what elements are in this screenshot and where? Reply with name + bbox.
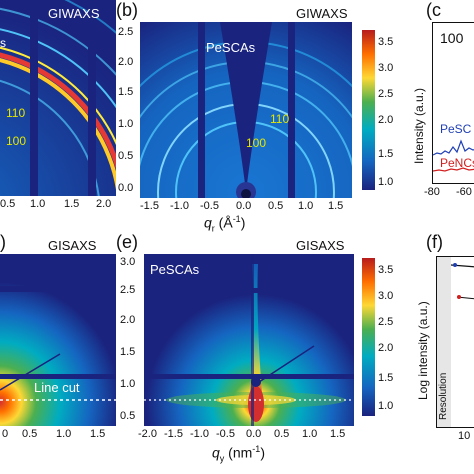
panel-e-xtick: -1.0 [190, 428, 209, 440]
panel-b-ytick: 0.0 [118, 182, 134, 194]
panel-d-xtick: 1.0 [56, 428, 72, 440]
panel-a-sample-label: s [0, 36, 6, 50]
panel-e-ytick: 2.5 [120, 284, 136, 296]
panel-c-letter: (c [426, 0, 441, 20]
panel-b-colorbar-tick: 3.0 [378, 62, 394, 74]
panel-b-xtick: 1.5 [328, 200, 344, 212]
panel-e-xlabel-unit: (nm [224, 444, 253, 461]
panel-d-line-cut-label: Line cut [34, 380, 80, 395]
panel-e-colorbar-tick: 3.0 [378, 290, 394, 302]
panel-b-xlabel-symbol: q [204, 214, 212, 231]
panel-b-ytick: 2.0 [118, 56, 134, 68]
panel-b-ytick: 1.5 [118, 86, 134, 98]
panel-b-xlabel-sub: r [211, 223, 215, 234]
panel-d-letter: ) [0, 232, 6, 252]
panel-e-xlabel-end: ) [260, 444, 265, 461]
panel-b-xlabel-end: ) [240, 214, 246, 231]
panel-a-scattering-image [0, 0, 116, 196]
panel-b-xlabel: qr (Å-1) [204, 214, 245, 233]
panel-a-xtick: 1.5 [64, 198, 80, 210]
panel-e-xtick: -0.5 [216, 428, 235, 440]
panel-f-ylabel: Log intensity (a.u.) [416, 301, 430, 400]
panel-b-xtick: 0.5 [268, 200, 284, 212]
panel-f-letter: (f) [426, 232, 443, 252]
panel-a-ring-100-label: 100 [6, 134, 27, 148]
panel-b-ytick: 2.5 [118, 26, 134, 38]
panel-d-xtick: 0 [2, 428, 9, 440]
panel-f-resolution-label: Resolution [438, 372, 449, 420]
panel-b-sample-label: PeSCAs [206, 40, 256, 55]
panel-e-xtick: 1.5 [330, 428, 346, 440]
panel-b-plot: GIWAXS PeSCAs 110 100 [140, 22, 352, 198]
panel-e-letter: (e) [116, 232, 138, 252]
panel-f-curves [437, 257, 474, 427]
panel-e-colorbar [362, 258, 375, 416]
panel-c-xtick: -80 [424, 186, 440, 198]
panel-e-xlabel-exp: -1 [252, 444, 261, 454]
panel-e-xtick: -1.5 [164, 428, 183, 440]
panel-e-xlabel: qy (nm-1) [212, 444, 265, 463]
panel-e-xtick: 0.0 [246, 428, 262, 440]
panel-b-xtick: 0.0 [236, 200, 252, 212]
panel-b-xlabel-exp: -1 [232, 214, 241, 224]
panel-e-ytick: 3.0 [120, 256, 136, 268]
panel-b-scattering-image [140, 22, 352, 198]
panel-a-title: GIWAXS [48, 6, 100, 21]
panel-b-colorbar-tick: 2.0 [378, 114, 394, 126]
panel-b-letter: (b) [116, 0, 138, 20]
panel-d-scattering-image [0, 254, 116, 426]
panel-e-sample-label: PeSCAs [150, 262, 200, 277]
panel-a-xtick: 1.0 [30, 198, 46, 210]
panel-b-ytick: 1.0 [118, 118, 134, 130]
panel-b-xtick: -1.5 [140, 200, 159, 212]
panel-a-xtick: 2.0 [96, 198, 112, 210]
panel-e-title: GISAXS [296, 238, 345, 253]
panel-e-colorbar-tick: 3.5 [378, 264, 394, 276]
panel-e-ytick: 1.5 [120, 346, 136, 358]
panel-b-colorbar [362, 30, 375, 190]
panel-e-xtick: 1.0 [302, 428, 318, 440]
panel-b-xtick: -0.5 [200, 200, 219, 212]
panel-b-colorbar-tick: 1.5 [378, 148, 394, 160]
panel-b-ytick: 0.5 [118, 150, 134, 162]
panel-b-colorbar-tick: 2.5 [378, 88, 394, 100]
panel-a-plot: GIWAXS s 110 100 [0, 0, 116, 196]
panel-d-xtick: 1.5 [90, 428, 106, 440]
panel-e-xtick: -2.0 [138, 428, 157, 440]
panel-b-xlabel-unit: (Å [214, 214, 233, 231]
panel-e-ytick: 2.0 [120, 314, 136, 326]
panel-a-ring-110-label: 110 [6, 106, 26, 120]
panel-e-xtick: 0.5 [274, 428, 290, 440]
panel-e-colorbar-tick: 1.5 [378, 372, 394, 384]
panel-b-colorbar-tick: 1.0 [378, 176, 394, 188]
panel-b-xtick: 1.0 [298, 200, 314, 212]
panel-e-xlabel-symbol: q [212, 444, 220, 461]
panel-b-colorbar-tick: 3.5 [378, 36, 394, 48]
panel-e-colorbar-tick: 1.0 [378, 400, 394, 412]
panel-f-xtick: 10 [458, 430, 471, 442]
panel-e-ytick: 0.5 [120, 410, 136, 422]
panel-e-colorbar-tick: 2.5 [378, 316, 394, 328]
panel-b-title-outer: GIWAXS [296, 6, 348, 21]
panel-c-plot [432, 22, 474, 184]
panel-e-colorbar-tick: 2.0 [378, 342, 394, 354]
panel-b-ring-100-label: 100 [246, 136, 267, 150]
panel-c-series-bottom-label: PeNCs [440, 156, 474, 170]
panel-e-scattering-image [144, 254, 354, 426]
panel-d-xtick: 0.5 [22, 428, 38, 440]
panel-e-xlabel-sub: y [219, 453, 225, 464]
panel-f-plot [436, 256, 474, 428]
panel-a-xtick: 0.5 [0, 198, 16, 210]
panel-d-plot: Line cut [0, 254, 116, 426]
panel-b-xtick: -1.0 [170, 200, 189, 212]
panel-c-ylabel: Intensity (a.u.) [412, 87, 426, 164]
panel-c-spectra [432, 139, 474, 172]
panel-b-ring-110-label: 110 [270, 112, 290, 126]
panel-c-xtick: -60 [456, 186, 472, 198]
panel-c-series-top-label: PeSC [440, 122, 472, 136]
panel-e-plot: PeSCAs [144, 254, 354, 426]
panel-d-title: GISAXS [48, 238, 97, 253]
panel-e-ytick: 1.0 [120, 378, 136, 390]
panel-c-peak-label: 100 [440, 30, 464, 46]
